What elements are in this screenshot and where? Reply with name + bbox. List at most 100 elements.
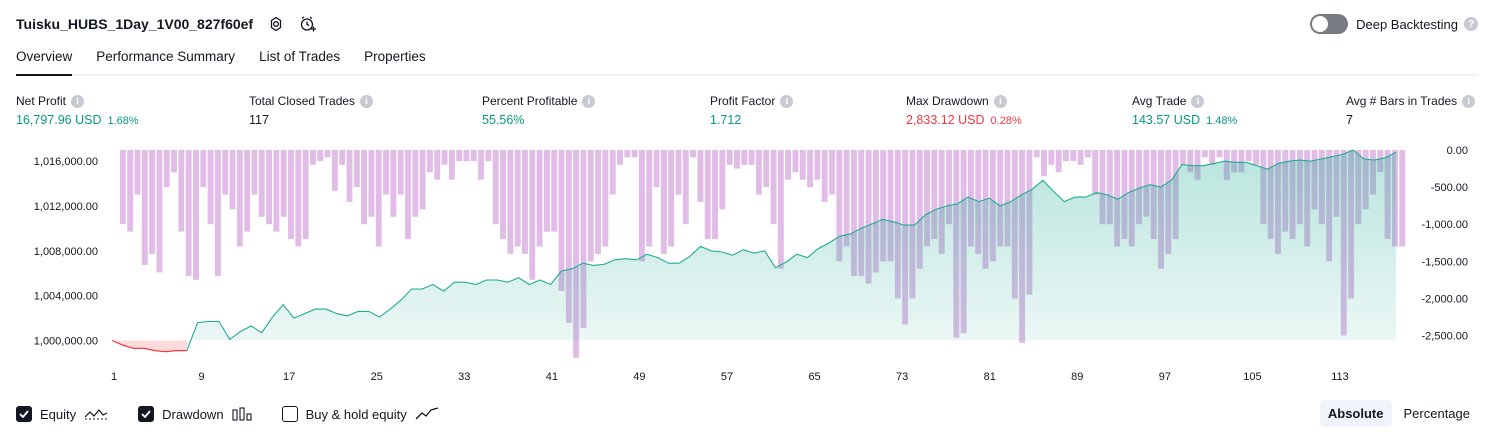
tab-bar: Overview Performance Summary List of Tra… <box>16 46 1478 76</box>
add-alert-icon[interactable] <box>299 15 317 33</box>
drawdown-bar <box>938 150 945 254</box>
left-tick-label: 1,004,000.00 <box>34 291 98 303</box>
drawdown-bar <box>193 150 199 280</box>
drawdown-bar <box>668 150 675 247</box>
equity-area <box>111 149 1397 353</box>
drawdown-bar <box>1209 150 1216 165</box>
info-icon[interactable]: i <box>780 94 794 108</box>
loss-area <box>112 340 187 352</box>
metric-value: 2,833.12 USD <box>906 113 985 127</box>
drawdown-bar <box>646 150 653 247</box>
x-tick-label: 105 <box>1243 371 1261 383</box>
drawdown-bar <box>258 150 265 217</box>
drawdown-bars <box>119 150 1406 358</box>
drawdown-bar <box>814 150 821 180</box>
drawdown-bar <box>1231 150 1238 173</box>
metric-value: 7 <box>1346 113 1353 127</box>
drawdown-bar <box>346 150 353 202</box>
buy-hold-checkbox[interactable] <box>281 406 298 422</box>
drawdown-bar <box>946 150 952 225</box>
drawdown-bar <box>1004 150 1011 247</box>
legend-equity[interactable]: Equity <box>16 406 108 422</box>
drawdown-bar <box>419 150 426 210</box>
info-icon[interactable]: i <box>1462 94 1476 108</box>
info-icon[interactable]: i <box>1191 94 1205 108</box>
drawdown-bar <box>829 150 835 195</box>
drawdown-bar <box>843 150 850 247</box>
drawdown-bar <box>200 150 207 188</box>
info-icon[interactable]: i <box>993 94 1007 108</box>
drawdown-bar <box>1099 150 1106 225</box>
x-tick-label: 97 <box>1159 371 1171 383</box>
x-tick-label: 81 <box>984 371 996 383</box>
tab-list-of-trades[interactable]: List of Trades <box>259 49 341 64</box>
drawdown-bar <box>631 150 638 158</box>
drawdown-bar <box>1041 150 1047 176</box>
equity-checkbox[interactable] <box>16 406 32 422</box>
drawdown-bar <box>485 150 492 162</box>
drawdown-bar <box>1143 150 1150 217</box>
x-tick-label: 89 <box>1071 371 1083 383</box>
drawdown-bar <box>543 150 550 232</box>
settings-icon[interactable] <box>267 15 285 33</box>
percentage-button[interactable]: Percentage <box>1403 406 1471 421</box>
buy-hold-line-icon <box>415 407 439 421</box>
drawdown-bar <box>397 150 404 195</box>
drawdown-bar <box>375 150 382 247</box>
drawdown-bar <box>529 150 536 280</box>
drawdown-bar <box>558 150 565 291</box>
deep-backtesting-toggle[interactable] <box>1310 14 1349 34</box>
drawdown-bar <box>755 150 762 195</box>
drawdown-bar <box>690 150 697 158</box>
drawdown-bar <box>638 150 645 262</box>
drawdown-bar <box>1201 150 1208 158</box>
drawdown-bar <box>624 150 631 158</box>
info-icon[interactable]: i <box>582 94 596 108</box>
drawdown-bar <box>770 150 777 225</box>
right-tick-label: 0.00 <box>1447 145 1468 157</box>
info-icon[interactable]: i <box>71 94 85 108</box>
drawdown-checkbox[interactable] <box>138 406 155 422</box>
drawdown-bar <box>1399 150 1406 247</box>
drawdown-bar <box>368 150 375 217</box>
drawdown-bar <box>317 150 324 162</box>
drawdown-bar <box>587 150 594 262</box>
right-tick-label: -500.00 <box>1431 182 1468 194</box>
drawdown-bar <box>522 150 528 254</box>
x-tick-label: 41 <box>546 371 558 383</box>
x-axis: 1 9 17 25 33 41 49 57 65 73 81 89 97 105 113 <box>111 371 1349 383</box>
metric-net-profit: Net Profit i 16,797.96 USD 1.68% <box>16 94 139 127</box>
drawdown-bar <box>602 150 609 247</box>
drawdown-bar <box>931 150 938 240</box>
x-tick-label: 33 <box>458 371 470 383</box>
drawdown-bar <box>119 150 126 225</box>
drawdown-bar <box>448 150 455 180</box>
equity-drawdown-chart[interactable]: 1,016,000.00 1,012,000.00 1,008,000.00 1,00… <box>0 140 1494 392</box>
absolute-button[interactable]: Absolute <box>1319 400 1392 427</box>
drawdown-bar <box>171 150 177 173</box>
strategy-title: Tuisku_HUBS_1Day_1V00_827f60ef <box>16 16 254 32</box>
drawdown-bar <box>222 150 229 195</box>
metric-avg-trade: Avg Trade i 143.57 USD 1.48% <box>1132 94 1237 127</box>
tab-performance-summary[interactable]: Performance Summary <box>96 49 236 64</box>
x-tick-label: 65 <box>808 371 820 383</box>
metric-total-closed-trades: Total Closed Trades i 117 <box>249 94 374 127</box>
drawdown-bar <box>492 150 499 225</box>
drawdown-bar <box>309 150 316 165</box>
help-icon[interactable]: ? <box>1464 17 1478 31</box>
metric-percent: 1.68% <box>107 115 139 127</box>
tab-overview[interactable]: Overview <box>16 46 73 76</box>
drawdown-bar <box>1238 150 1245 173</box>
drawdown-bar <box>514 150 521 247</box>
drawdown-bar <box>748 150 755 165</box>
equity-line-icon <box>84 407 108 421</box>
tab-properties[interactable]: Properties <box>364 49 426 64</box>
info-icon[interactable]: i <box>360 94 374 108</box>
left-axis: 1,016,000.00 1,012,000.00 1,008,000.00 1,00… <box>34 156 98 347</box>
legend-drawdown[interactable]: Drawdown <box>138 406 252 422</box>
legend-buy-hold[interactable]: Buy & hold equity <box>281 406 439 422</box>
x-tick-label: 25 <box>371 371 383 383</box>
metric-value: 117 <box>249 113 269 127</box>
drawdown-bar <box>1033 150 1040 158</box>
drawdown-bar <box>149 150 156 254</box>
